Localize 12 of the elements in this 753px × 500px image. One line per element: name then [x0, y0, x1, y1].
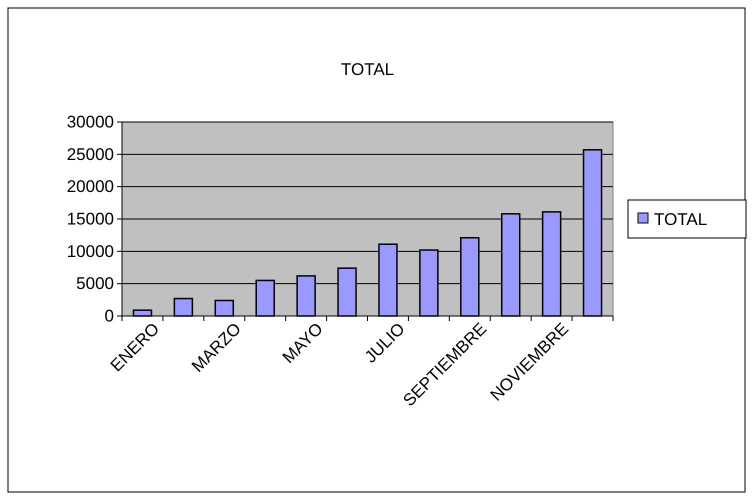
y-tick-label: 5000	[76, 274, 114, 294]
y-tick-label: 10000	[66, 242, 114, 261]
y-tick-label: 30000	[66, 112, 114, 132]
bar	[214, 300, 234, 317]
y-tick-label: 0	[104, 306, 114, 326]
chart-title: TOTAL	[340, 60, 394, 79]
y-tick-label: 25000	[66, 144, 114, 164]
bar	[132, 309, 152, 317]
y-tick-label: 20000	[66, 177, 114, 196]
bar	[174, 298, 194, 317]
legend-label: TOTAL	[654, 210, 708, 229]
y-tick-label: 15000	[66, 209, 114, 228]
